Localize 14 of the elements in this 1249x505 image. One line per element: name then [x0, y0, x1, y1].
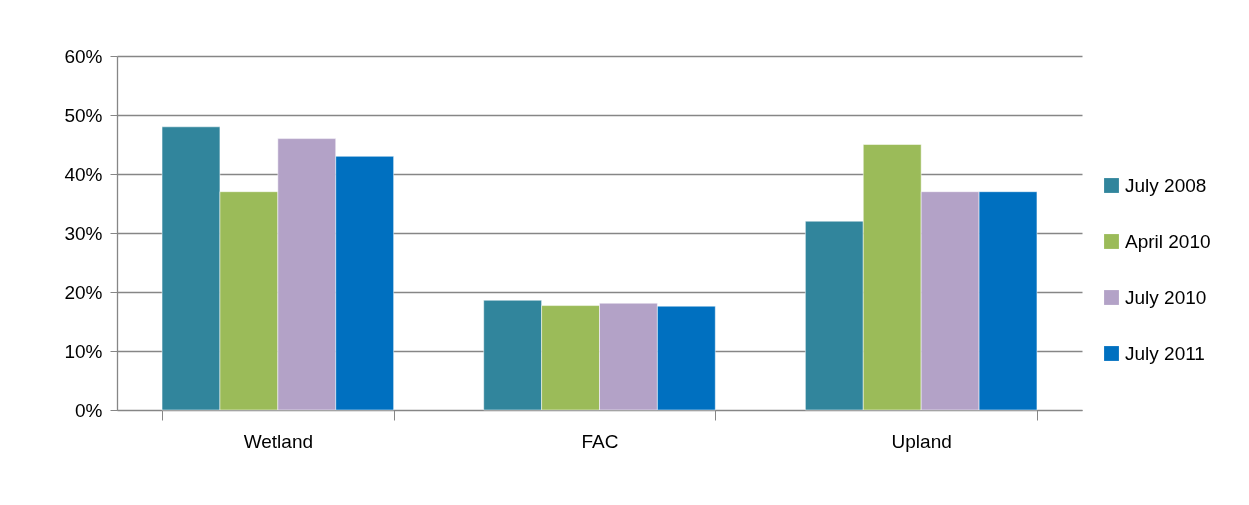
legend-label: April 2010	[1125, 230, 1211, 252]
x-tick-label: Wetland	[243, 430, 314, 452]
y-tick-label: 20%	[64, 281, 103, 303]
legend-label: July 2011	[1125, 342, 1205, 364]
y-tick-label: 10%	[64, 340, 103, 362]
x-tick-label: Upland	[891, 430, 952, 452]
legend-label: July 2008	[1125, 174, 1207, 196]
y-tick-label: 60%	[64, 45, 103, 67]
x-tick-label: FAC	[581, 430, 619, 452]
y-tick-label: 40%	[64, 163, 103, 185]
y-tick-label: 30%	[64, 222, 103, 244]
y-tick-label: 50%	[64, 104, 103, 126]
y-tick-label: 0%	[75, 399, 103, 421]
legend-label: July 2010	[1125, 286, 1207, 308]
